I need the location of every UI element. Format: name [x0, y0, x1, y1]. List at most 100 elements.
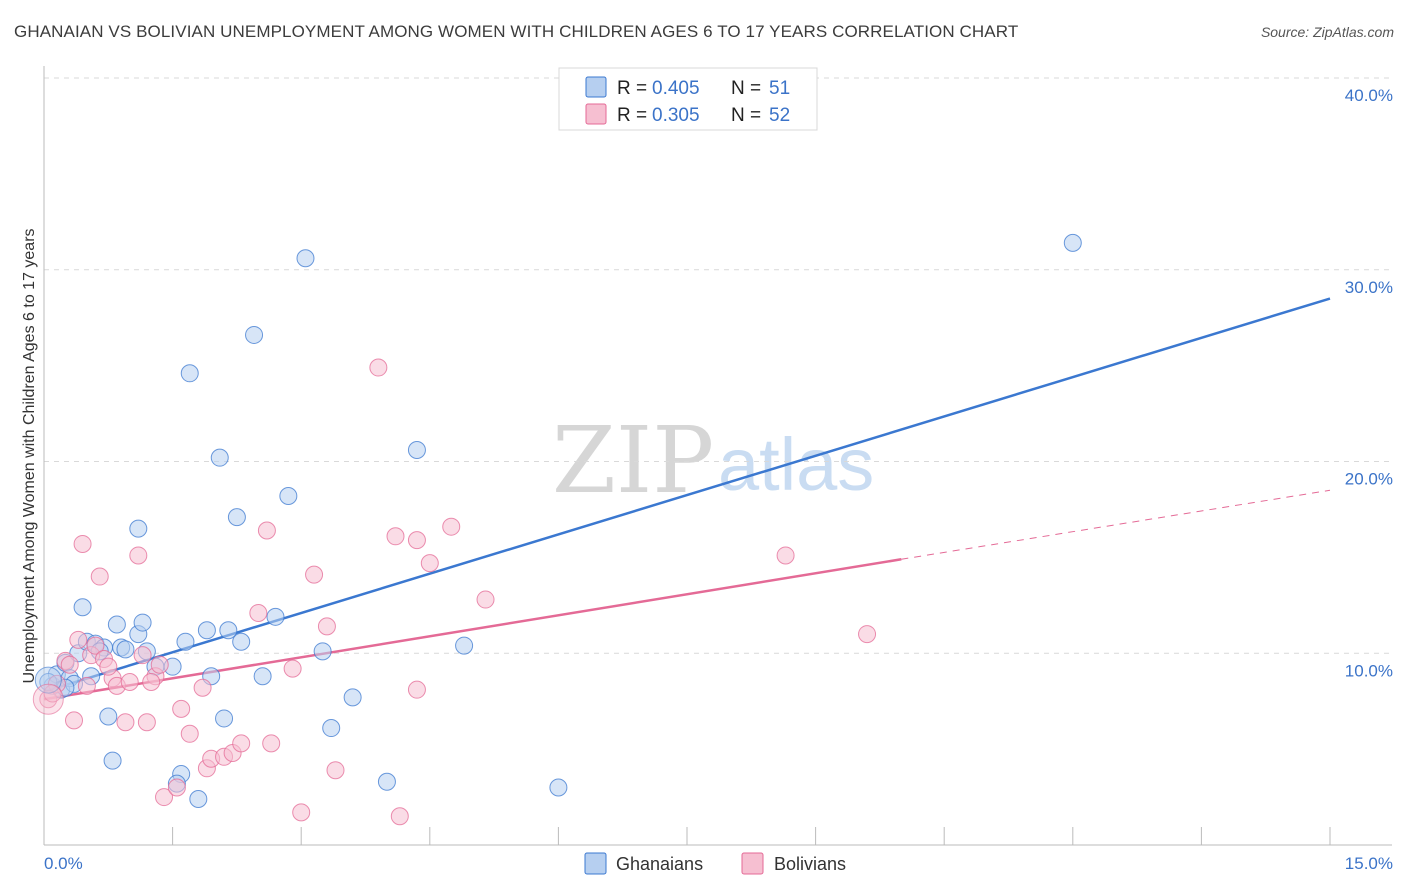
- point-ghanaians-47: [1063, 233, 1082, 252]
- watermark-atlas: atlas: [718, 423, 874, 506]
- point-bolivians-3: [65, 711, 84, 730]
- point-bolivians-47: [390, 807, 409, 826]
- point-bolivians-50: [99, 657, 118, 676]
- point-ghanaians-32: [219, 621, 238, 640]
- point-bolivians-30: [249, 603, 268, 622]
- point-ghanaians-44: [407, 440, 426, 459]
- point-ghanaians-25: [176, 632, 195, 651]
- point-bolivians-4: [69, 630, 88, 649]
- point-bolivians-46: [858, 625, 877, 644]
- point-bolivians-6: [77, 676, 96, 695]
- point-bolivians-14: [120, 673, 139, 692]
- point-bolivians-45: [776, 546, 795, 565]
- bottom-legend-swatch-bolivians: [741, 852, 764, 875]
- point-bolivians-40: [407, 531, 426, 550]
- point-ghanaians-20: [129, 519, 148, 538]
- point-bolivians-41: [420, 554, 439, 573]
- correlation-legend: R = 0.405 N = 51 R = 0.305 N = 52: [558, 67, 818, 131]
- source-label: Source: ZipAtlas.com: [1260, 24, 1394, 40]
- point-bolivians-34: [292, 803, 311, 822]
- point-ghanaians-cluster: [34, 666, 62, 694]
- point-ghanaians-36: [253, 667, 272, 686]
- y-tick-label-1: 20.0%: [1345, 470, 1393, 489]
- point-bolivians-17: [137, 713, 156, 732]
- point-ghanaians-26: [180, 364, 199, 383]
- point-ghanaians-34: [232, 632, 251, 651]
- point-ghanaians-30: [210, 448, 229, 467]
- point-ghanaians-43: [377, 772, 396, 791]
- point-bolivians-24: [193, 678, 212, 697]
- point-ghanaians-35: [245, 325, 264, 344]
- trend-line-bolivians: [43, 558, 902, 701]
- point-bolivians-15: [129, 546, 148, 565]
- point-bolivians-51: [142, 673, 161, 692]
- chart-title: GHANAIAN VS BOLIVIAN UNEMPLOYMENT AMONG …: [14, 22, 1019, 41]
- point-ghanaians-31: [215, 709, 234, 728]
- point-bolivians-cluster: [32, 683, 64, 715]
- point-bolivians-38: [369, 358, 388, 377]
- point-ghanaians-46: [549, 778, 568, 797]
- point-bolivians-35: [305, 565, 324, 584]
- bottom-legend-swatch-ghanaians: [584, 852, 607, 875]
- legend-r-value-ghanaians: 0.405: [652, 78, 700, 99]
- legend-swatch-bolivians: [585, 103, 607, 125]
- legend-n-label-ghanaians: N =: [731, 78, 761, 99]
- trend-line-ghanaians: [43, 297, 1331, 693]
- point-bolivians-39: [386, 527, 405, 546]
- watermark-zip: ZIP: [552, 407, 714, 514]
- point-ghanaians-15: [116, 640, 135, 659]
- point-bolivians-9: [90, 567, 109, 586]
- bottom-legend-ghanaians: Ghanaians: [616, 854, 703, 874]
- point-bolivians-19: [150, 655, 169, 674]
- point-ghanaians-39: [296, 249, 315, 268]
- x-tick-label-1: 15.0%: [1345, 854, 1393, 873]
- legend-r-label-bolivians: R =: [617, 105, 647, 126]
- point-bolivians-49: [60, 655, 79, 674]
- point-bolivians-8: [86, 636, 105, 655]
- point-ghanaians-42: [343, 688, 362, 707]
- trend-lines: [43, 297, 1331, 701]
- axes: [43, 66, 1392, 846]
- point-bolivians-42: [407, 680, 426, 699]
- point-bolivians-43: [442, 517, 461, 536]
- point-ghanaians-41: [322, 719, 341, 738]
- point-ghanaians-40: [313, 642, 332, 661]
- point-ghanaians-37: [266, 607, 285, 626]
- point-bolivians-36: [317, 617, 336, 636]
- point-ghanaians-21: [103, 751, 122, 770]
- point-bolivians-31: [257, 521, 276, 540]
- point-bolivians-32: [262, 734, 281, 753]
- point-ghanaians-27: [189, 789, 208, 808]
- legend-n-value-ghanaians: 51: [769, 78, 790, 99]
- point-bolivians-37: [326, 761, 345, 780]
- legend-r-label-ghanaians: R =: [617, 78, 647, 99]
- y-axis-label: Unemployment Among Women with Children A…: [21, 228, 38, 683]
- gridlines: [44, 77, 1392, 654]
- series-legend: Ghanaians Bolivians: [584, 852, 846, 875]
- point-bolivians-29: [232, 734, 251, 753]
- point-ghanaians-33: [227, 508, 246, 527]
- point-bolivians-33: [283, 659, 302, 678]
- point-bolivians-20: [155, 788, 174, 807]
- point-ghanaians-38: [279, 487, 298, 506]
- point-ghanaians-17: [133, 613, 152, 632]
- point-bolivians-5: [73, 534, 92, 553]
- legend-r-value-bolivians: 0.305: [652, 105, 700, 126]
- x-tick-label-0: 0.0%: [44, 854, 83, 873]
- point-bolivians-21: [167, 778, 186, 797]
- bottom-legend-bolivians: Bolivians: [774, 854, 846, 874]
- trend-extension-bolivians: [901, 489, 1331, 560]
- point-ghanaians-12: [99, 707, 118, 726]
- y-tick-label-2: 30.0%: [1345, 278, 1393, 297]
- point-bolivians-23: [180, 724, 199, 743]
- y-tick-label-0: 10.0%: [1345, 661, 1393, 680]
- legend-n-label-bolivians: N =: [731, 105, 761, 126]
- point-bolivians-16: [133, 646, 152, 665]
- point-ghanaians-7: [73, 598, 92, 617]
- point-ghanaians-45: [455, 636, 474, 655]
- point-ghanaians-28: [197, 621, 216, 640]
- legend-n-value-bolivians: 52: [769, 105, 790, 126]
- tick-labels: 10.0% 20.0% 30.0% 40.0% 0.0% 15.0%: [44, 86, 1393, 873]
- point-ghanaians-13: [107, 615, 126, 634]
